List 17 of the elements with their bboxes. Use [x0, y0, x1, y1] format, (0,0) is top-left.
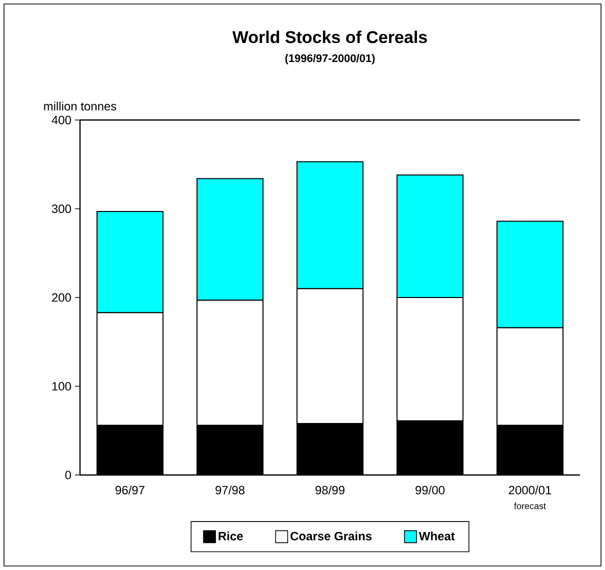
y-tick-label: 300	[52, 204, 72, 214]
legend-label: Wheat	[418, 532, 455, 540]
y-tick-label: 100	[52, 382, 72, 391]
y-tick-label: 400	[52, 116, 72, 124]
x-tick-label: 2000/01	[508, 486, 552, 494]
legend-label: Coarse Grains	[290, 532, 372, 540]
legend-label: Rice	[218, 532, 243, 540]
chart-subtitle: (1996/97-2000/01)	[285, 54, 375, 64]
chart-title: World Stocks of Cereals	[232, 30, 427, 44]
y-tick-label: 200	[52, 293, 72, 302]
y-tick-label: 0	[65, 470, 72, 480]
x-tick-label: 96/97	[116, 486, 144, 494]
x-tick-label: 99/00	[416, 486, 445, 494]
x-tick-label: 97/98	[216, 486, 244, 494]
y-axis-title: million tonnes	[44, 102, 116, 110]
x-tick-label: 98/99	[316, 486, 344, 494]
text: forecast	[514, 502, 546, 510]
